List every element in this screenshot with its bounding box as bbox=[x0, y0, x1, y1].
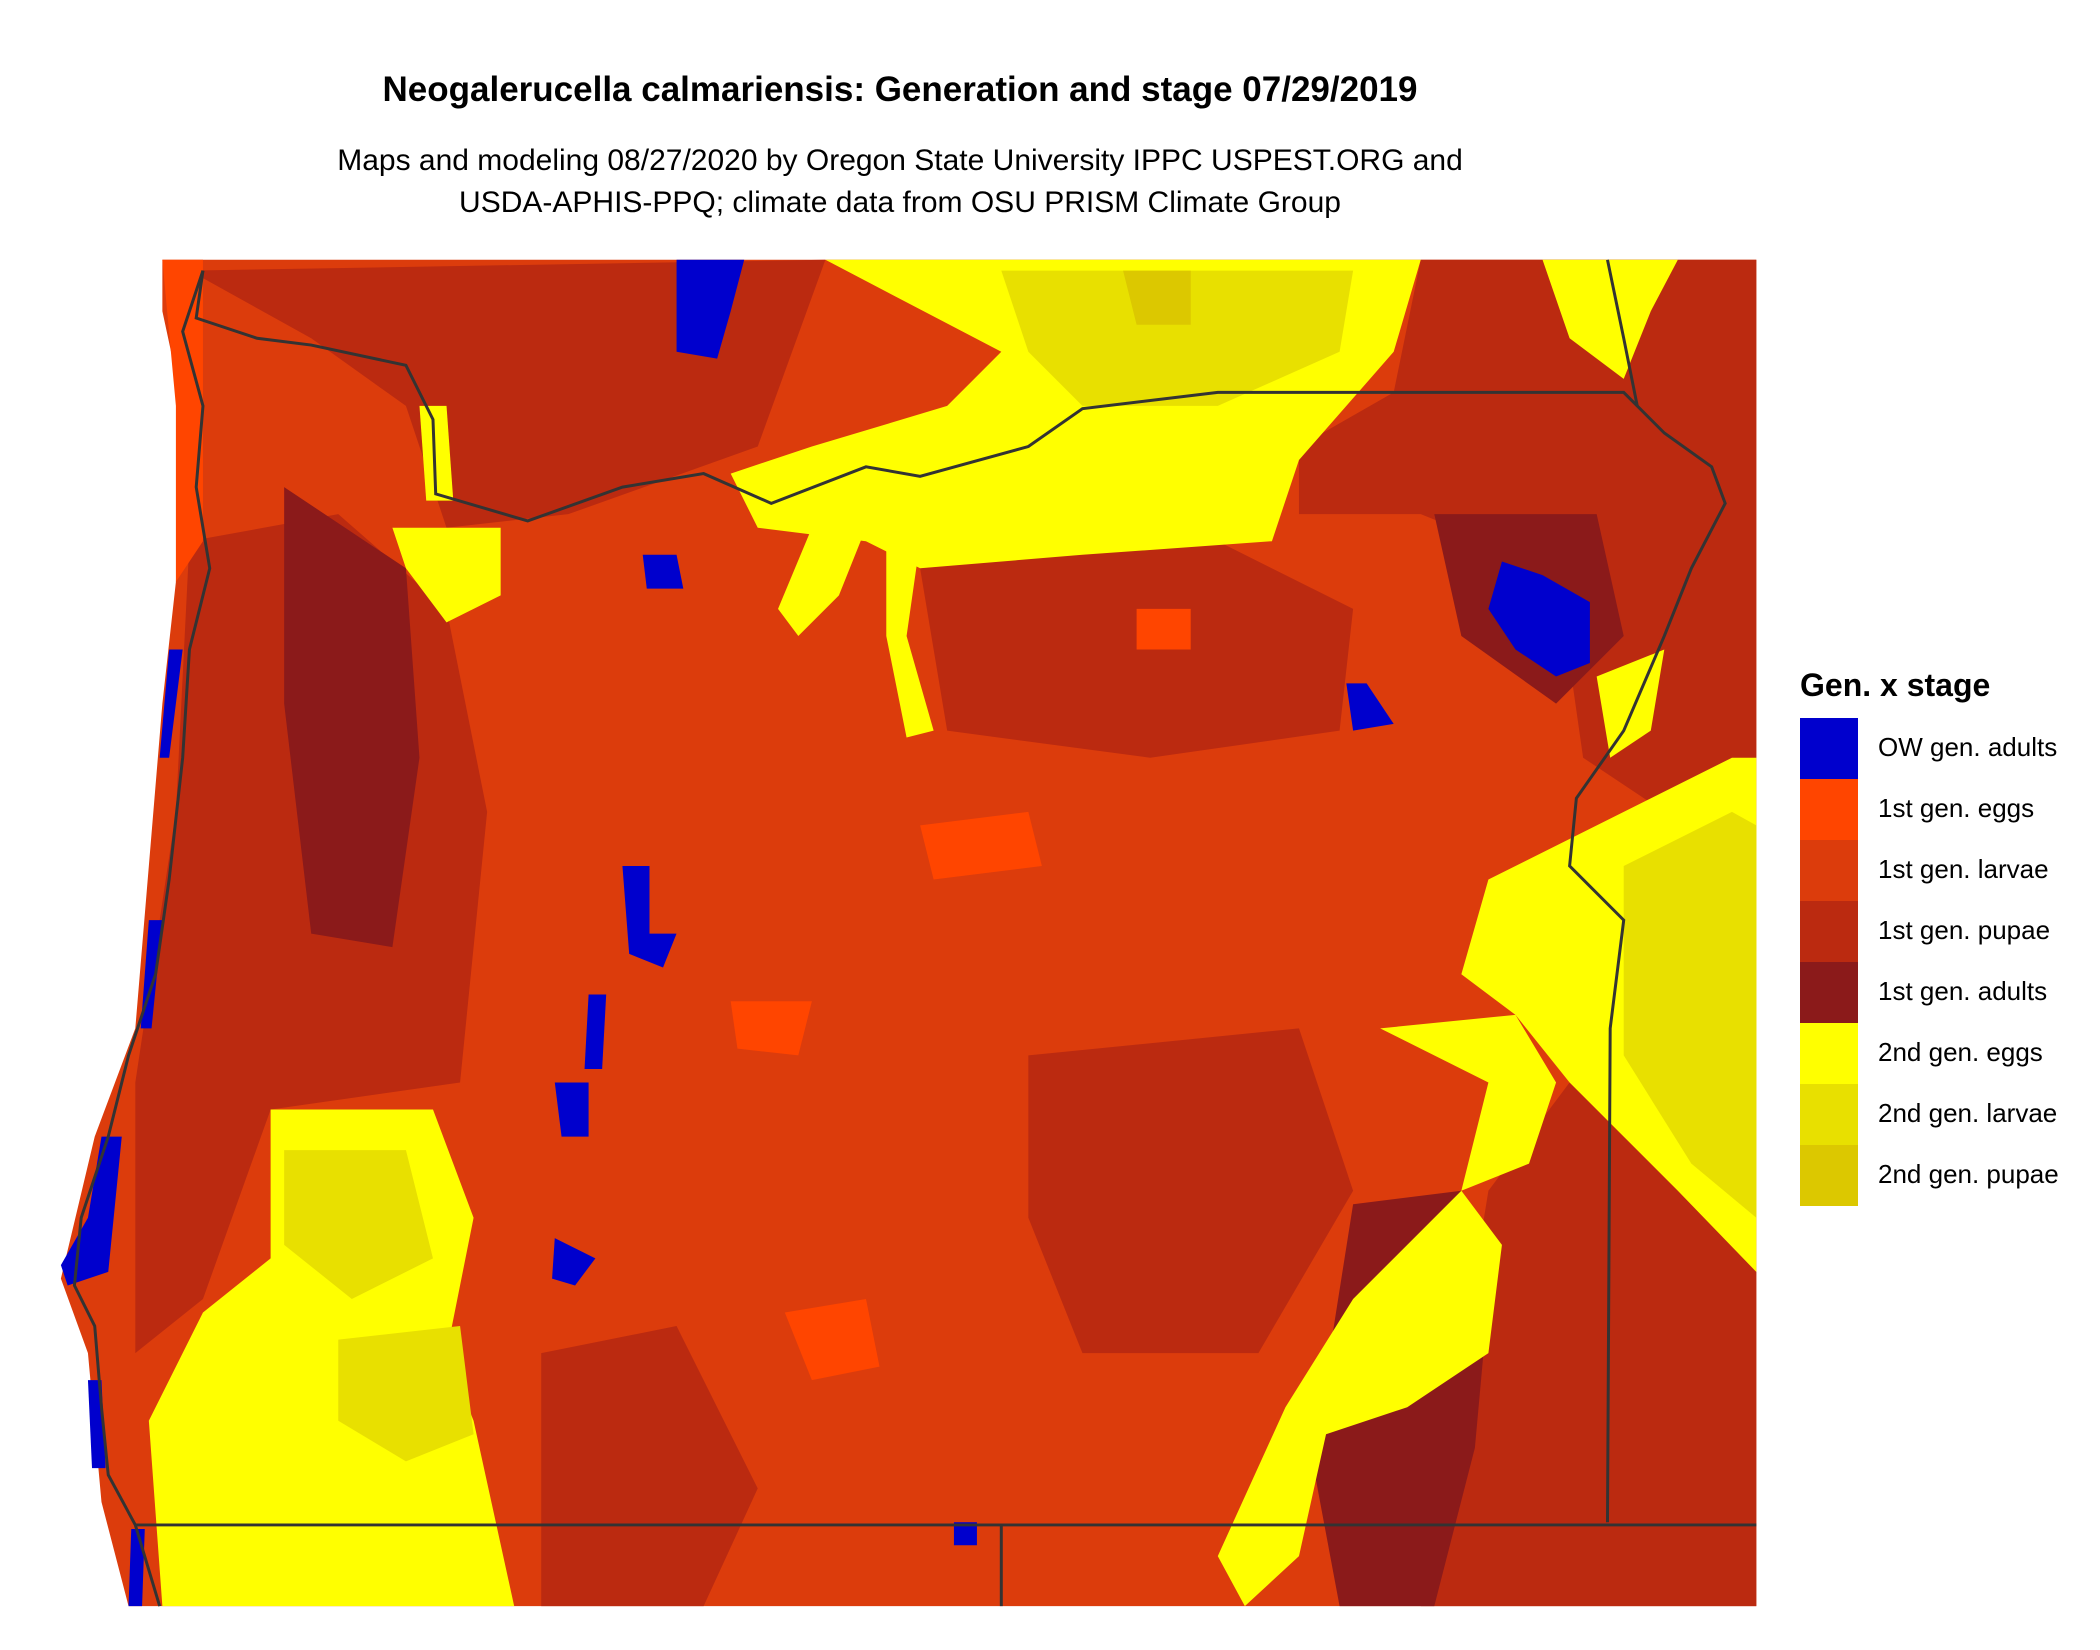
region bbox=[128, 1529, 145, 1607]
legend-swatch bbox=[1800, 962, 1858, 1023]
region bbox=[284, 487, 420, 948]
region bbox=[1028, 1028, 1354, 1354]
region bbox=[1542, 259, 1678, 379]
legend-label: 1st gen. pupae bbox=[1878, 915, 2050, 945]
region bbox=[1623, 811, 1757, 1218]
region bbox=[1217, 1190, 1502, 1607]
region bbox=[1380, 1014, 1557, 1191]
legend-swatch bbox=[1800, 1023, 1858, 1084]
region bbox=[622, 865, 677, 968]
legend-swatch bbox=[1800, 1084, 1858, 1145]
region bbox=[778, 527, 866, 636]
region bbox=[584, 994, 607, 1069]
legend-label: 1st gen. adults bbox=[1878, 976, 2047, 1006]
region bbox=[159, 649, 183, 758]
legend-swatch bbox=[1800, 901, 1858, 962]
legend-swatch bbox=[1800, 779, 1858, 840]
region bbox=[1420, 1082, 1757, 1607]
legend-label: 2nd gen. pupae bbox=[1878, 1159, 2059, 1189]
region bbox=[1346, 683, 1394, 731]
region bbox=[920, 811, 1042, 880]
legend-label: 2nd gen. eggs bbox=[1878, 1037, 2043, 1067]
region bbox=[541, 1326, 758, 1607]
region bbox=[642, 554, 684, 589]
region bbox=[676, 259, 745, 359]
coastline bbox=[72, 270, 212, 1607]
legend-label: 2nd gen. larvae bbox=[1878, 1098, 2057, 1128]
title: Neogalerucella calmariensis: Generation … bbox=[383, 70, 1418, 109]
region bbox=[419, 405, 454, 501]
legend-label: 1st gen. eggs bbox=[1878, 793, 2034, 823]
legend-title: Gen. x stage bbox=[1800, 667, 1990, 703]
map bbox=[60, 259, 1757, 1607]
legend-label: OW gen. adults bbox=[1878, 732, 2057, 762]
region bbox=[552, 1238, 596, 1286]
subtitle: USDA-APHIS-PPQ; climate data from OSU PR… bbox=[459, 186, 1341, 219]
legend-swatch bbox=[1800, 840, 1858, 901]
legend-swatch bbox=[1800, 718, 1858, 779]
region bbox=[189, 259, 826, 528]
region bbox=[1488, 561, 1590, 677]
region bbox=[162, 259, 203, 582]
region bbox=[1136, 608, 1191, 650]
region bbox=[953, 1522, 977, 1546]
region bbox=[1123, 270, 1191, 325]
region bbox=[284, 1150, 433, 1299]
region bbox=[920, 541, 1354, 758]
legend: OW gen. adults 1st gen. eggs 1st gen. larv… bbox=[1800, 718, 2059, 1206]
state-border bbox=[135, 259, 1757, 1607]
region bbox=[784, 1298, 880, 1381]
state-border bbox=[194, 270, 1727, 1523]
region bbox=[554, 1082, 589, 1137]
region bbox=[60, 1136, 122, 1286]
legend-swatch bbox=[1800, 1145, 1858, 1206]
subtitle: Maps and modeling 08/27/2020 by Oregon S… bbox=[337, 144, 1463, 177]
region bbox=[1001, 270, 1354, 406]
region bbox=[886, 541, 934, 738]
legend-label: 1st gen. larvae bbox=[1878, 854, 2049, 884]
region bbox=[392, 527, 501, 623]
region bbox=[338, 1326, 474, 1462]
region bbox=[730, 1001, 812, 1056]
